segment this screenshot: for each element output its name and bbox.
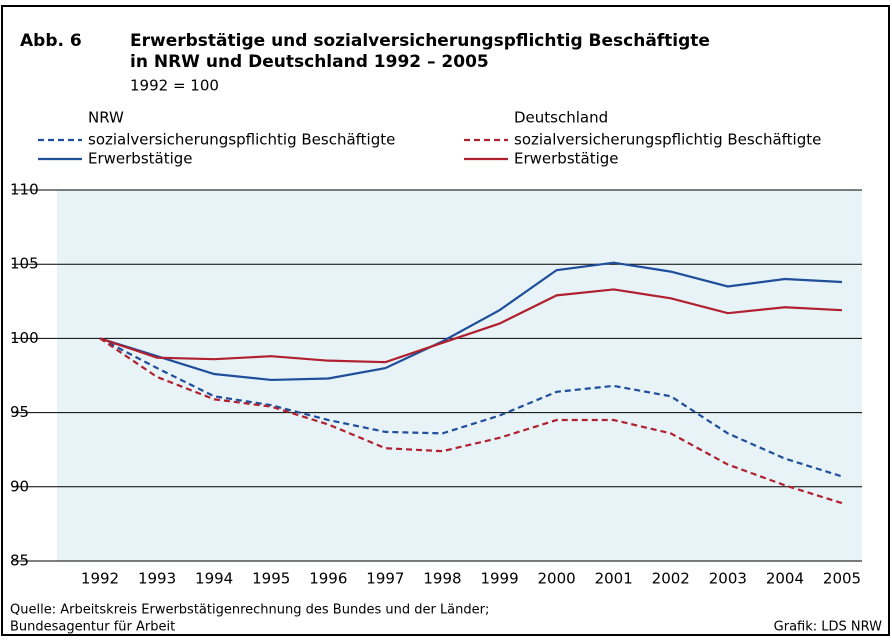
source: Quelle: Arbeitskreis Erwerbstätigenrechn… — [10, 603, 489, 618]
plot-area — [57, 190, 862, 561]
x-tick-label: 1997 — [366, 570, 404, 588]
legend-label: Erwerbstätige — [514, 150, 619, 168]
chart-title: Erwerbstätige und sozialversicherungspfl… — [130, 31, 710, 51]
x-tick-label: 1992 — [81, 570, 119, 588]
x-tick-label: 2003 — [709, 570, 747, 588]
x-tick-label: 1994 — [195, 570, 233, 588]
x-tick-label: 1995 — [252, 570, 290, 588]
x-tick-label: 2004 — [766, 570, 804, 588]
x-tick-label: 2005 — [823, 570, 861, 588]
legend-group: NRW — [88, 109, 124, 127]
x-tick-label: 1993 — [138, 570, 176, 588]
series-line — [99, 261, 843, 382]
x-tick-label: 2002 — [652, 570, 690, 588]
legend-group: Deutschland — [514, 109, 608, 127]
x-tick-label: 1998 — [423, 570, 461, 588]
chart-subtitle: 1992 = 100 — [130, 77, 219, 95]
credit: Grafik: LDS NRW — [774, 620, 882, 635]
source: Bundesagentur für Arbeit — [10, 620, 175, 635]
x-tick-label: 1999 — [480, 570, 518, 588]
series-line — [99, 288, 843, 364]
x-tick-label: 2001 — [595, 570, 633, 588]
chart-title: in NRW und Deutschland 1992 – 2005 — [130, 52, 489, 72]
series-line — [99, 337, 843, 478]
x-tick-label: 1996 — [309, 570, 347, 588]
legend-label: sozialversicherungspflichtig Beschäftigt… — [514, 131, 821, 149]
series-line — [99, 337, 843, 505]
legend-label: Erwerbstätige — [88, 150, 193, 168]
x-tick-label: 2000 — [538, 570, 576, 588]
legend-label: sozialversicherungspflichtig Beschäftigt… — [88, 131, 395, 149]
figure-label: Abb. 6 — [20, 31, 82, 51]
